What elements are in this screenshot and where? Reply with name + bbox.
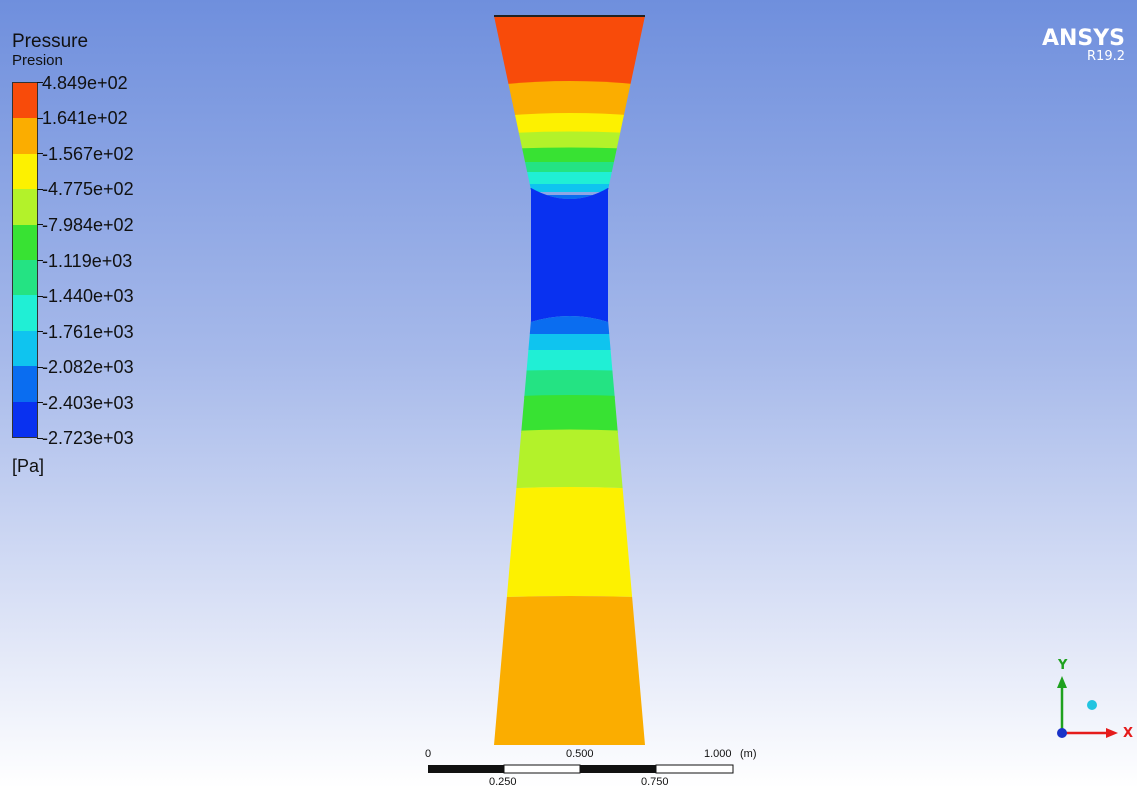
contour-band <box>494 334 645 350</box>
legend-tick-mark <box>37 117 43 119</box>
contour-fill <box>494 16 645 745</box>
scale-label: 0.500 <box>566 748 594 760</box>
legend-tick-label: -1.440e+03 <box>42 286 134 306</box>
legend-color-band <box>13 401 37 437</box>
contour-band <box>494 184 645 192</box>
contour-band <box>494 316 645 334</box>
scale-segment <box>428 765 504 773</box>
legend-tick-label: -2.082e+03 <box>42 357 134 377</box>
legend-color-bar[interactable] <box>12 82 38 438</box>
contour-band <box>494 596 645 745</box>
scale-label: 1.000 <box>704 748 732 760</box>
contour-band <box>494 131 645 150</box>
view-orientation-sphere-icon[interactable] <box>1087 700 1097 710</box>
legend-tick-label: 4.849e+02 <box>42 73 128 93</box>
legend-tick-mark <box>37 260 43 261</box>
legend-tick-label: -2.723e+03 <box>42 428 134 448</box>
legend-tick-mark <box>37 366 43 368</box>
contour-band <box>494 172 645 184</box>
legend-color-band <box>13 153 37 190</box>
legend-subtitle: Presion <box>12 52 63 69</box>
contour-band <box>494 113 645 135</box>
legend-tick-label: 1.641e+02 <box>42 108 128 128</box>
legend-tick-label: -4.775e+02 <box>42 179 134 199</box>
scale-label: 0 <box>425 748 432 760</box>
y-axis-label: Y <box>1058 658 1068 673</box>
contour-band <box>494 188 645 322</box>
legend-tick-mark <box>37 188 43 190</box>
legend-tick-label: -1.567e+02 <box>42 144 134 164</box>
contour-band <box>494 147 645 162</box>
scale-bar <box>428 764 734 774</box>
legend-tick-label: -1.761e+03 <box>42 322 134 342</box>
legend-tick-label: -1.119e+03 <box>42 251 133 271</box>
legend-color-band <box>13 189 37 225</box>
scale-segment <box>655 764 734 774</box>
scale-segment <box>503 764 581 774</box>
legend-tick-label: -7.984e+02 <box>42 215 134 235</box>
legend-color-band <box>13 366 37 402</box>
legend-tick-mark <box>37 153 43 155</box>
contour-band <box>494 350 645 372</box>
scale-label: 0.750 <box>641 776 669 788</box>
brand-name: ANSYS <box>1041 26 1125 51</box>
scale-segment <box>580 765 656 773</box>
legend-tick-mark <box>37 82 43 83</box>
contour-band <box>494 16 645 84</box>
axis-triad[interactable] <box>1057 676 1118 738</box>
ansys-logo: ANSYS R19.2 <box>1042 28 1125 64</box>
legend-color-band <box>13 330 37 367</box>
contour-band <box>494 81 645 118</box>
brand-version: R19.2 <box>1087 49 1125 64</box>
legend-unit: [Pa] <box>12 456 45 476</box>
legend-tick-mark <box>37 331 43 333</box>
legend-tick-mark <box>37 295 43 297</box>
legend-tick-mark <box>37 402 43 404</box>
scale-label: 0.250 <box>489 776 517 788</box>
legend-color-band <box>13 295 37 331</box>
z-axis-dot-icon <box>1057 728 1067 738</box>
legend-color-band <box>13 224 37 260</box>
y-arrowhead-icon <box>1057 676 1067 688</box>
legend-tick-mark <box>37 224 43 226</box>
legend-color-band <box>13 118 37 154</box>
legend-tick-mark <box>37 438 43 439</box>
legend-color-band <box>13 83 37 119</box>
contour-band <box>494 395 645 433</box>
x-axis-label: X <box>1123 726 1134 741</box>
legend-color-band <box>13 260 37 296</box>
scale-unit: (m) <box>740 748 757 760</box>
contour-band <box>494 429 645 490</box>
legend-title: Pressure <box>12 31 89 52</box>
contour-band <box>494 370 645 398</box>
legend-tick-label: -2.403e+03 <box>42 393 134 413</box>
contour-band <box>494 162 645 172</box>
contour-band <box>494 487 645 598</box>
x-arrowhead-icon <box>1106 728 1118 738</box>
